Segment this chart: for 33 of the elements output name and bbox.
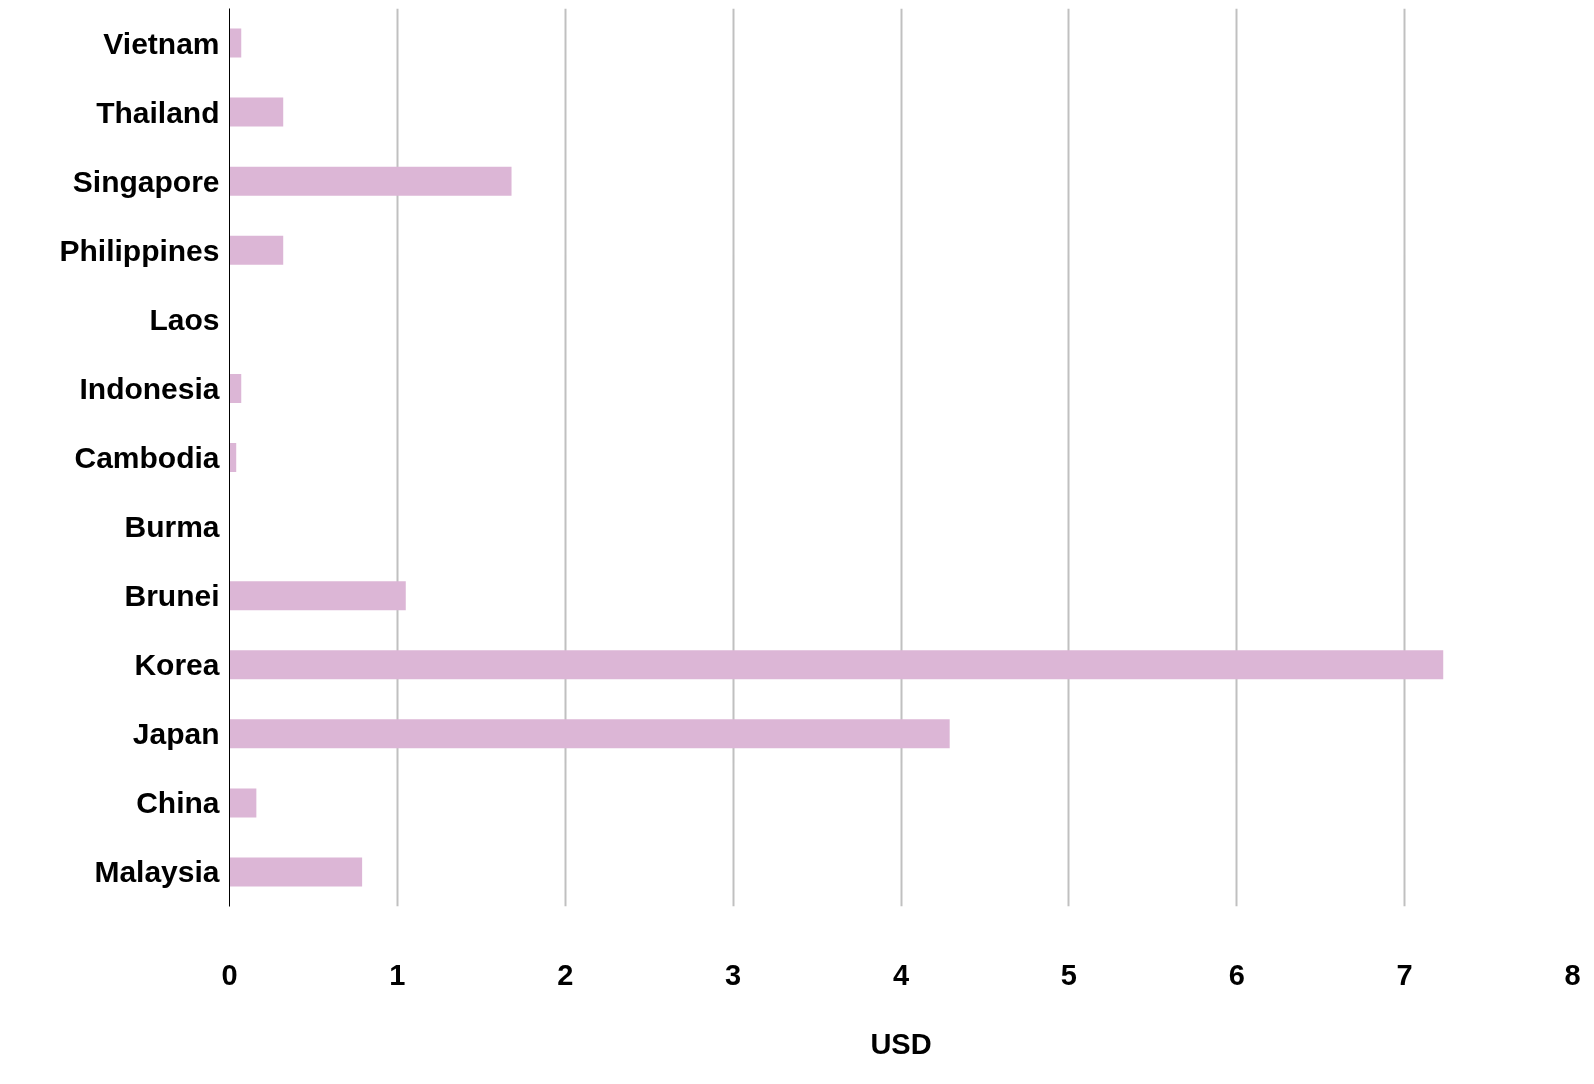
y-tick-label: China (136, 786, 220, 820)
bar (229, 788, 257, 818)
x-tick-label: 0 (221, 958, 238, 991)
bar (229, 857, 363, 887)
y-tick-label: Thailand (96, 95, 220, 129)
y-tick-label: Vietnam (103, 26, 220, 60)
x-tick-label: 1 (389, 958, 406, 991)
y-tick-label: Burma (124, 510, 220, 544)
x-tick-label: 5 (1060, 958, 1077, 991)
y-tick-label: Cambodia (74, 441, 220, 474)
y-tick-label: Japan (132, 717, 220, 751)
x-tick-label: 8 (1564, 958, 1581, 991)
bar (229, 581, 406, 611)
x-axis-title: USD (870, 1027, 932, 1060)
bar (229, 28, 242, 58)
y-tick-label: Singapore (72, 164, 220, 198)
y-tick-label: Brunei (124, 579, 220, 613)
y-tick-label: Philippines (59, 233, 220, 267)
x-tick-label: 3 (725, 958, 742, 991)
bar (229, 719, 950, 749)
x-tick-label: 7 (1396, 958, 1413, 991)
bar (229, 235, 284, 265)
bar (229, 97, 284, 127)
y-tick-label: Indonesia (79, 371, 220, 405)
x-tick-label: 2 (557, 958, 574, 991)
x-tick-label: 4 (892, 958, 910, 991)
x-tick-label: 6 (1228, 958, 1245, 991)
bar (229, 166, 512, 196)
y-tick-label: Laos (149, 302, 220, 336)
bar (229, 650, 1444, 680)
bar (229, 373, 242, 403)
y-tick-label: Korea (134, 648, 220, 682)
y-tick-label: Malaysia (94, 855, 220, 889)
